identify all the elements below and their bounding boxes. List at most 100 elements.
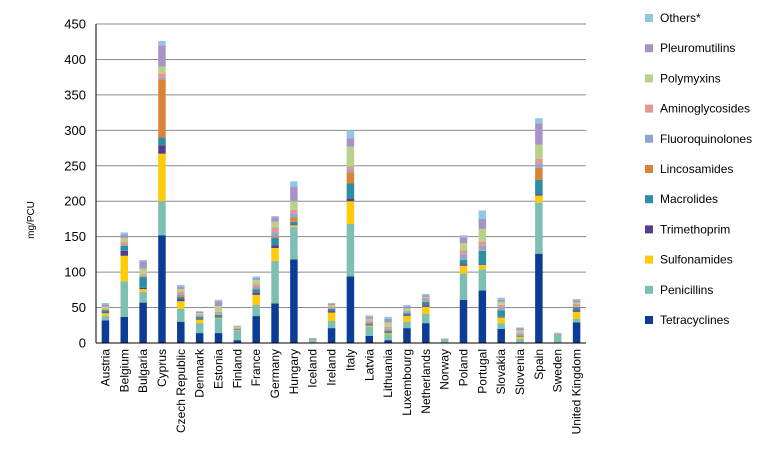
bar-segment [214, 311, 223, 314]
legend-label: Fluoroquinolones [660, 132, 752, 146]
bar-segment [403, 312, 411, 314]
bar-segment [572, 322, 581, 343]
bar-segment [290, 201, 298, 210]
bar-segment [233, 329, 242, 330]
bar-segment [535, 253, 543, 343]
bar-segment [308, 338, 317, 339]
bar-segment [535, 158, 543, 164]
bar-segment [365, 325, 374, 327]
bar-segment [365, 323, 374, 324]
bar-segment [384, 328, 392, 331]
bar-segment [101, 302, 110, 305]
bar-segment [290, 221, 298, 225]
bar-segment [572, 306, 581, 308]
legend-label: Tetracyclines [660, 313, 729, 327]
bar-segment [384, 333, 392, 335]
legend-label: Aminoglycosides [660, 102, 750, 116]
y-axis-label: mg/PCU [26, 201, 37, 239]
bar-segment [516, 332, 524, 334]
bar-segment [403, 305, 411, 307]
x-tick-label: Slovenia [513, 349, 527, 395]
bar-segment [478, 269, 487, 291]
bar-segment [139, 276, 147, 278]
x-tick-label: United Kingdom [570, 349, 584, 434]
bar-segment [422, 299, 430, 302]
bar-segment [139, 268, 147, 275]
bar-segment [290, 224, 298, 226]
bar-segment [233, 325, 242, 327]
bar-segment [403, 311, 411, 313]
bar-segment [535, 118, 543, 124]
bar-segment [120, 255, 129, 282]
bar-segment [214, 314, 223, 316]
bar-segment [177, 291, 185, 295]
bar-segment [120, 245, 129, 246]
grid-lines [96, 23, 586, 309]
bar-segment [572, 306, 581, 307]
bar-segment [233, 328, 242, 329]
bar-segment [271, 216, 279, 218]
bar-segment [158, 145, 166, 154]
bar-segment [459, 273, 468, 300]
bar-segment [290, 209, 298, 214]
bar-segment [252, 276, 260, 278]
bars [101, 41, 581, 344]
bar-segment [120, 243, 129, 246]
bar-segment [327, 306, 336, 308]
bar-segment [101, 310, 110, 313]
bar-segment [308, 338, 317, 339]
bar-segment [497, 316, 505, 318]
bar-segment [101, 310, 110, 311]
legend-label: Others* [660, 11, 701, 25]
bar-segment [497, 317, 505, 324]
bar-segment [516, 338, 524, 343]
bar-segment [177, 321, 185, 343]
bar-segment [346, 166, 355, 171]
bar-segment [422, 301, 430, 306]
bar-segment [271, 260, 279, 304]
bar-segment [158, 73, 166, 78]
y-tick-label: 100 [64, 265, 86, 280]
bar-segment [497, 328, 505, 343]
bar-segment [177, 308, 185, 322]
bar-segment [365, 324, 374, 326]
legend-label: Penicillins [660, 283, 713, 297]
bar-segment [214, 317, 223, 318]
x-tick-label: Estonia [212, 349, 226, 389]
bar-segment [346, 276, 355, 343]
bar-segment [252, 292, 260, 295]
bar-segment [233, 328, 242, 330]
bar-segment [271, 227, 279, 233]
bar-segment [346, 223, 355, 277]
bar-segment [327, 302, 336, 304]
bar-segment [101, 308, 110, 310]
bar-segment [497, 310, 505, 317]
bar-segment [101, 306, 110, 309]
bar-segment [516, 336, 524, 339]
bar-segment [516, 333, 524, 336]
x-tick-label: Hungary [287, 349, 301, 394]
bar-segment [139, 291, 147, 303]
bar-segment [101, 312, 110, 314]
bar-segment [327, 328, 336, 343]
x-tick-label: Belgium [117, 349, 131, 392]
bar-segment [497, 297, 505, 300]
bar-segment [120, 245, 129, 251]
x-tick-label: Austria [98, 349, 112, 387]
x-tick-label: Netherlands [419, 349, 433, 414]
bar-segment [535, 202, 543, 254]
bar-segment [459, 259, 468, 261]
bar-segment [327, 312, 336, 322]
bar-segment [214, 333, 223, 343]
bar-segment [516, 328, 524, 331]
bar-segment [422, 301, 430, 302]
bar-segment [365, 321, 374, 324]
legend-label: Pleuromutilins [660, 41, 735, 55]
bar-segment [384, 340, 392, 343]
bar-segment [497, 304, 505, 307]
legend-swatch [645, 14, 653, 22]
legend-swatch [645, 195, 653, 204]
x-tick-label: Bulgaria [136, 349, 150, 393]
bar-segment [346, 130, 355, 139]
bar-segment [290, 226, 298, 260]
